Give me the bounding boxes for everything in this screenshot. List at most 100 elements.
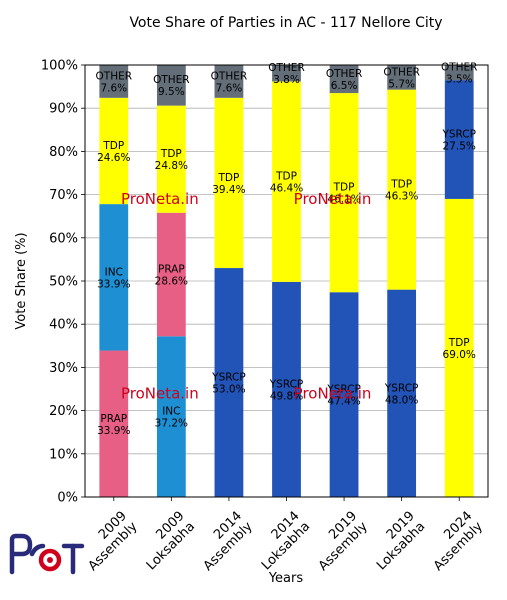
watermarks: ProNeta.in ProNeta.in ProNeta.in ProNeta.in xyxy=(121,190,371,402)
y-tick-label: 80% xyxy=(49,145,78,160)
segment-value-label: 27.5% xyxy=(443,141,476,153)
segment-value-label: 7.6% xyxy=(100,82,127,94)
segment-value-label: 47.4% xyxy=(327,396,360,408)
bar-segment xyxy=(99,97,129,205)
segment-party-label: YSRCP xyxy=(269,378,304,390)
y-tick-label: 0% xyxy=(57,491,78,506)
proneta-logo xyxy=(9,533,85,575)
segment-party-label: OTHER xyxy=(211,70,248,82)
segment-party-label: YSRCP xyxy=(326,384,361,396)
bar-segment xyxy=(272,81,301,282)
bar-segment xyxy=(444,65,474,81)
segment-value-label: 5.7% xyxy=(388,78,415,90)
segment-party-label: OTHER xyxy=(383,66,420,78)
segment-party-label: PRAP xyxy=(158,264,185,276)
segment-value-label: 39.4% xyxy=(212,184,245,196)
watermark: ProNeta.in xyxy=(121,384,199,402)
segment-party-label: OTHER xyxy=(441,62,478,74)
segment-party-label: YSRCP xyxy=(211,372,246,384)
segment-party-label: TDP xyxy=(102,140,124,152)
segment-value-label: 53.0% xyxy=(212,384,245,396)
y-tick-label: 50% xyxy=(49,275,78,290)
segment-value-label: 33.9% xyxy=(97,278,130,290)
bar-segment xyxy=(444,198,474,498)
x-tick-label: 2019Assembly xyxy=(305,508,371,574)
segment-value-label: 3.5% xyxy=(446,74,473,86)
bar-segment xyxy=(156,64,186,106)
bar-segment xyxy=(329,292,359,497)
segment-party-label: TDP xyxy=(390,179,412,191)
y-tick-label: 20% xyxy=(49,404,78,419)
bar-segment xyxy=(387,289,417,497)
bar-segment xyxy=(156,212,186,337)
segment-party-label: OTHER xyxy=(153,74,190,86)
segment-value-label: 69.0% xyxy=(443,349,476,361)
segment-value-label: 3.8% xyxy=(273,74,300,86)
segment-party-label: TDP xyxy=(218,172,240,184)
bar-segment xyxy=(99,204,129,351)
segment-party-label: INC xyxy=(105,266,123,278)
segment-party-label: YSRCP xyxy=(441,129,476,141)
bar-segment xyxy=(214,268,244,497)
x-axis-label: Years xyxy=(268,571,304,586)
segment-party-label: TDP xyxy=(275,171,297,183)
y-tick-label: 40% xyxy=(49,318,78,333)
segment-party-label: OTHER xyxy=(326,68,363,80)
bar-segment xyxy=(156,105,186,213)
y-axis-label: Vote Share (%) xyxy=(14,232,29,329)
y-tick-label: 60% xyxy=(49,231,78,246)
bar-segment xyxy=(329,65,359,94)
segment-value-label: 9.5% xyxy=(158,86,185,98)
bar-segment xyxy=(272,281,301,497)
y-tick-labels: 0% 10% 20% 30% 40% 50% 60% 70% 80% 90% 100% xyxy=(41,59,78,506)
segment-value-label: 6.5% xyxy=(331,80,358,92)
segment-party-label: TDP xyxy=(448,337,470,349)
segment-value-label: 24.6% xyxy=(97,152,130,164)
segment-value-label: 24.8% xyxy=(155,160,188,172)
y-tick-label: 30% xyxy=(49,361,78,376)
segment-value-label: 46.3% xyxy=(385,191,418,203)
segment-labels: PRAP33.9%INC33.9%TDP24.6%OTHER7.6%INC37.… xyxy=(96,62,478,437)
bar-segment xyxy=(214,97,244,269)
segment-party-label: TDP xyxy=(160,148,182,160)
bar-segment xyxy=(387,65,417,90)
segment-value-label: 46.1% xyxy=(327,194,360,206)
bar-segment xyxy=(156,336,186,497)
segment-value-label: 28.6% xyxy=(155,276,188,288)
segment-value-label: 46.4% xyxy=(270,183,303,195)
y-tick-label: 90% xyxy=(49,102,78,117)
bar-segment xyxy=(387,89,417,290)
watermark: ProNeta.in xyxy=(294,190,372,208)
bar-segment xyxy=(99,65,129,98)
segment-party-label: OTHER xyxy=(268,62,305,74)
bar-segment xyxy=(214,65,244,98)
y-tick-label: 70% xyxy=(49,188,78,203)
x-tick-label: 2014Loksabha xyxy=(248,509,313,574)
x-tick-label: 2009Loksabha xyxy=(133,509,198,574)
segment-party-label: YSRCP xyxy=(384,382,419,394)
bar-segment xyxy=(99,350,129,497)
y-tick-label: 100% xyxy=(41,59,78,74)
segment-value-label: 33.9% xyxy=(97,425,130,437)
axes xyxy=(81,64,489,501)
watermark: ProNeta.in xyxy=(121,190,199,208)
watermark: ProNeta.in xyxy=(294,384,372,402)
bar-segment xyxy=(329,93,359,293)
segment-value-label: 37.2% xyxy=(155,418,188,430)
y-tick-label: 10% xyxy=(49,447,78,462)
chart-title: Vote Share of Parties in AC - 117 Nellor… xyxy=(129,15,442,31)
x-tick-label: 2014Assembly xyxy=(190,508,256,574)
segment-party-label: TDP xyxy=(333,182,355,194)
segment-party-label: OTHER xyxy=(96,70,133,82)
x-tick-labels: 2009Assembly 2009Loksabha 2014Assembly 2014… xyxy=(86,508,487,574)
bars xyxy=(99,64,474,498)
bar-segment xyxy=(272,65,301,82)
x-tick-label: 2019Loksabha xyxy=(364,509,429,574)
segment-party-label: INC xyxy=(162,406,180,418)
segment-value-label: 7.6% xyxy=(216,82,243,94)
segment-party-label: PRAP xyxy=(100,413,127,425)
segment-value-label: 49.8% xyxy=(270,390,303,402)
segment-value-label: 48.0% xyxy=(385,394,418,406)
x-tick-label: 2024Assembly xyxy=(420,508,486,574)
